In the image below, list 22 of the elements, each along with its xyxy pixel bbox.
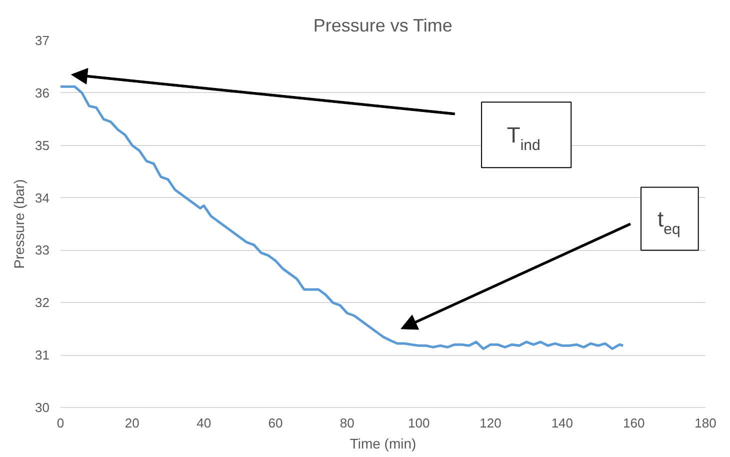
x-tick-label: 0 <box>56 416 64 430</box>
y-tick-label: 32 <box>35 295 50 310</box>
y-tick-label: 36 <box>35 85 50 100</box>
x-tick-label: 180 <box>694 416 716 430</box>
y-tick-label: 30 <box>35 400 50 415</box>
x-tick-label: 140 <box>551 416 574 430</box>
x-tick-label: 60 <box>268 416 283 430</box>
x-tick-label: 80 <box>340 416 354 430</box>
x-tick-label: 20 <box>124 416 140 430</box>
x-tick-label: 40 <box>196 416 212 430</box>
y-tick-label: 31 <box>35 348 50 363</box>
y-tick-label: 33 <box>35 242 50 258</box>
x-tick-label: 100 <box>408 416 430 430</box>
y-axis-title: Pressure (bar) <box>11 179 28 269</box>
y-tick-label: 34 <box>35 190 50 206</box>
x-tick-label: 120 <box>480 416 502 430</box>
y-tick-label: 35 <box>35 138 50 153</box>
x-axis-title: Time (min) <box>350 436 416 452</box>
y-tick-label: 37 <box>35 33 50 48</box>
x-tick-label: 160 <box>622 416 645 430</box>
chart-title: Pressure vs Time <box>313 16 452 36</box>
line-series <box>60 85 624 350</box>
